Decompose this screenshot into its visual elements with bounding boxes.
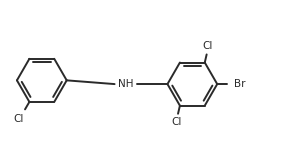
Text: Cl: Cl: [203, 41, 213, 51]
Text: Cl: Cl: [14, 114, 24, 124]
Text: Cl: Cl: [172, 117, 182, 127]
Text: Br: Br: [234, 79, 246, 89]
Text: NH: NH: [118, 79, 133, 89]
